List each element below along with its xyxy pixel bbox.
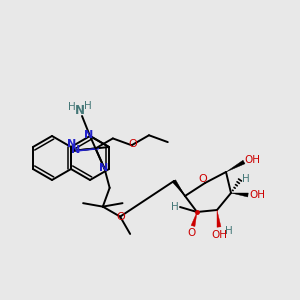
Text: O: O	[117, 212, 125, 222]
Text: N: N	[84, 130, 94, 140]
Polygon shape	[226, 160, 245, 172]
Text: H: H	[68, 102, 76, 112]
Text: H: H	[225, 226, 233, 236]
Text: H: H	[171, 202, 179, 212]
Text: H: H	[84, 101, 92, 111]
Text: O: O	[187, 228, 195, 238]
Text: O: O	[128, 139, 137, 149]
Text: N: N	[68, 139, 77, 149]
Text: N: N	[75, 104, 85, 118]
Text: N: N	[99, 163, 108, 172]
Polygon shape	[217, 210, 221, 227]
Polygon shape	[191, 212, 197, 226]
Polygon shape	[172, 180, 185, 196]
Text: OH: OH	[249, 190, 265, 200]
Text: OH: OH	[244, 155, 260, 165]
Text: O: O	[199, 174, 207, 184]
Text: N: N	[71, 145, 80, 155]
Text: OH: OH	[211, 230, 227, 240]
Polygon shape	[231, 193, 248, 197]
Text: H: H	[242, 174, 250, 184]
